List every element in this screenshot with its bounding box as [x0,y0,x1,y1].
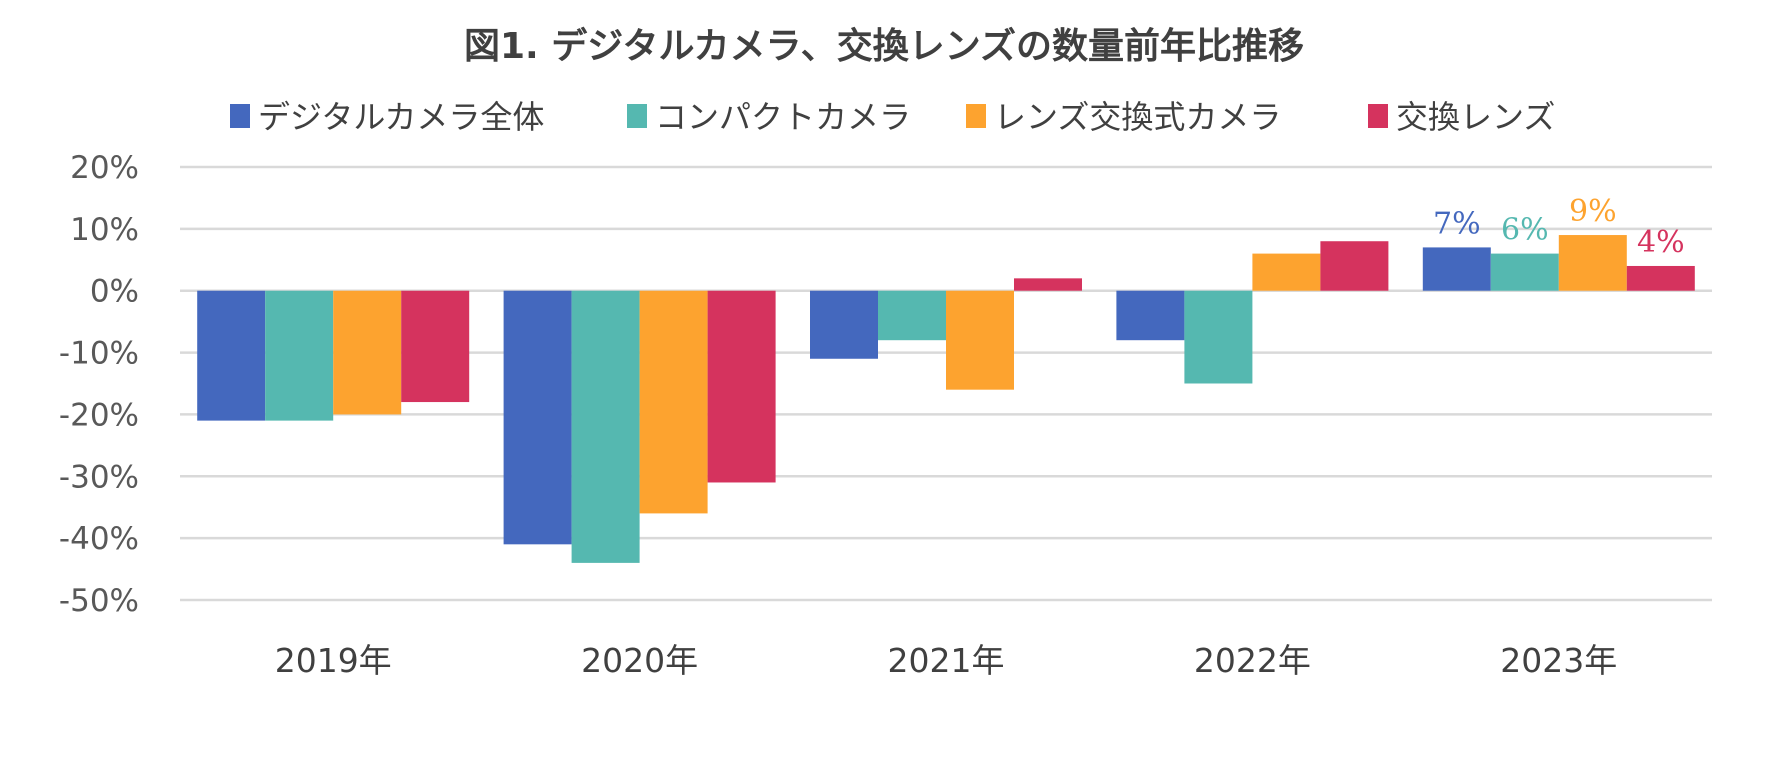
y-tick-label: 10% [70,212,139,248]
bar-4-3 [1626,265,1695,291]
bar-4-0 [1422,247,1491,291]
chart-title: 図1. デジタルカメラ、交換レンズの数量前年比推移 [464,25,1304,67]
x-category-label: 2021年 [888,641,1005,680]
y-axis-tick-labels: 20% 10% 0% -10% -20% -30% -40% -50% [59,150,139,619]
data-label: 6% [1501,213,1549,248]
y-tick-label: 0% [90,274,139,310]
legend: デジタルカメラ全体 コンパクトカメラ レンズ交換式カメラ 交換レンズ [230,98,1555,136]
legend-swatch [1368,104,1388,128]
bar-2-0 [810,290,878,359]
y-tick-label: -20% [59,397,139,433]
bar-1-3 [707,290,776,483]
bar-1-1 [571,290,640,563]
legend-label: レンズ交換式カメラ [994,98,1281,136]
bar-2-3 [1014,278,1082,291]
y-tick-label: -10% [59,336,139,372]
bar-3-0 [1116,290,1185,341]
x-axis-category-labels: 2019年 2020年 2021年 2022年 2023年 [275,641,1618,680]
legend-swatch [966,104,986,128]
bar-2-1 [878,290,946,341]
data-label: 7% [1433,206,1481,241]
legend-swatch [627,104,647,128]
x-category-label: 2022年 [1194,641,1311,680]
y-tick-label: -50% [59,583,139,619]
bar-4-1 [1490,253,1559,291]
x-category-label: 2023年 [1500,641,1617,680]
bar-3-1 [1184,290,1253,384]
bar-4-2 [1558,235,1627,291]
y-tick-label: -40% [59,521,139,557]
legend-swatch [230,104,250,128]
bar-1-2 [639,290,708,514]
bar-0-3 [401,290,470,403]
y-tick-label: 20% [70,150,139,186]
data-label: 9% [1569,194,1617,229]
bar-0-2 [333,290,402,415]
bar-2-2 [946,290,1014,390]
legend-label: 交換レンズ [1396,98,1555,136]
data-label: 4% [1637,225,1685,260]
x-category-label: 2019年 [275,641,392,680]
bar-1-0 [503,290,572,545]
bar-0-1 [265,290,334,421]
bar-0-0 [197,290,266,421]
data-labels: 7% 6% 9% 4% [1433,194,1685,260]
bars [197,235,1695,563]
legend-label: デジタルカメラ全体 [258,98,544,136]
legend-label: コンパクトカメラ [655,98,911,136]
y-tick-label: -30% [59,459,139,495]
x-category-label: 2020年 [581,641,698,680]
bar-3-3 [1320,241,1389,291]
bar-3-2 [1252,253,1321,291]
